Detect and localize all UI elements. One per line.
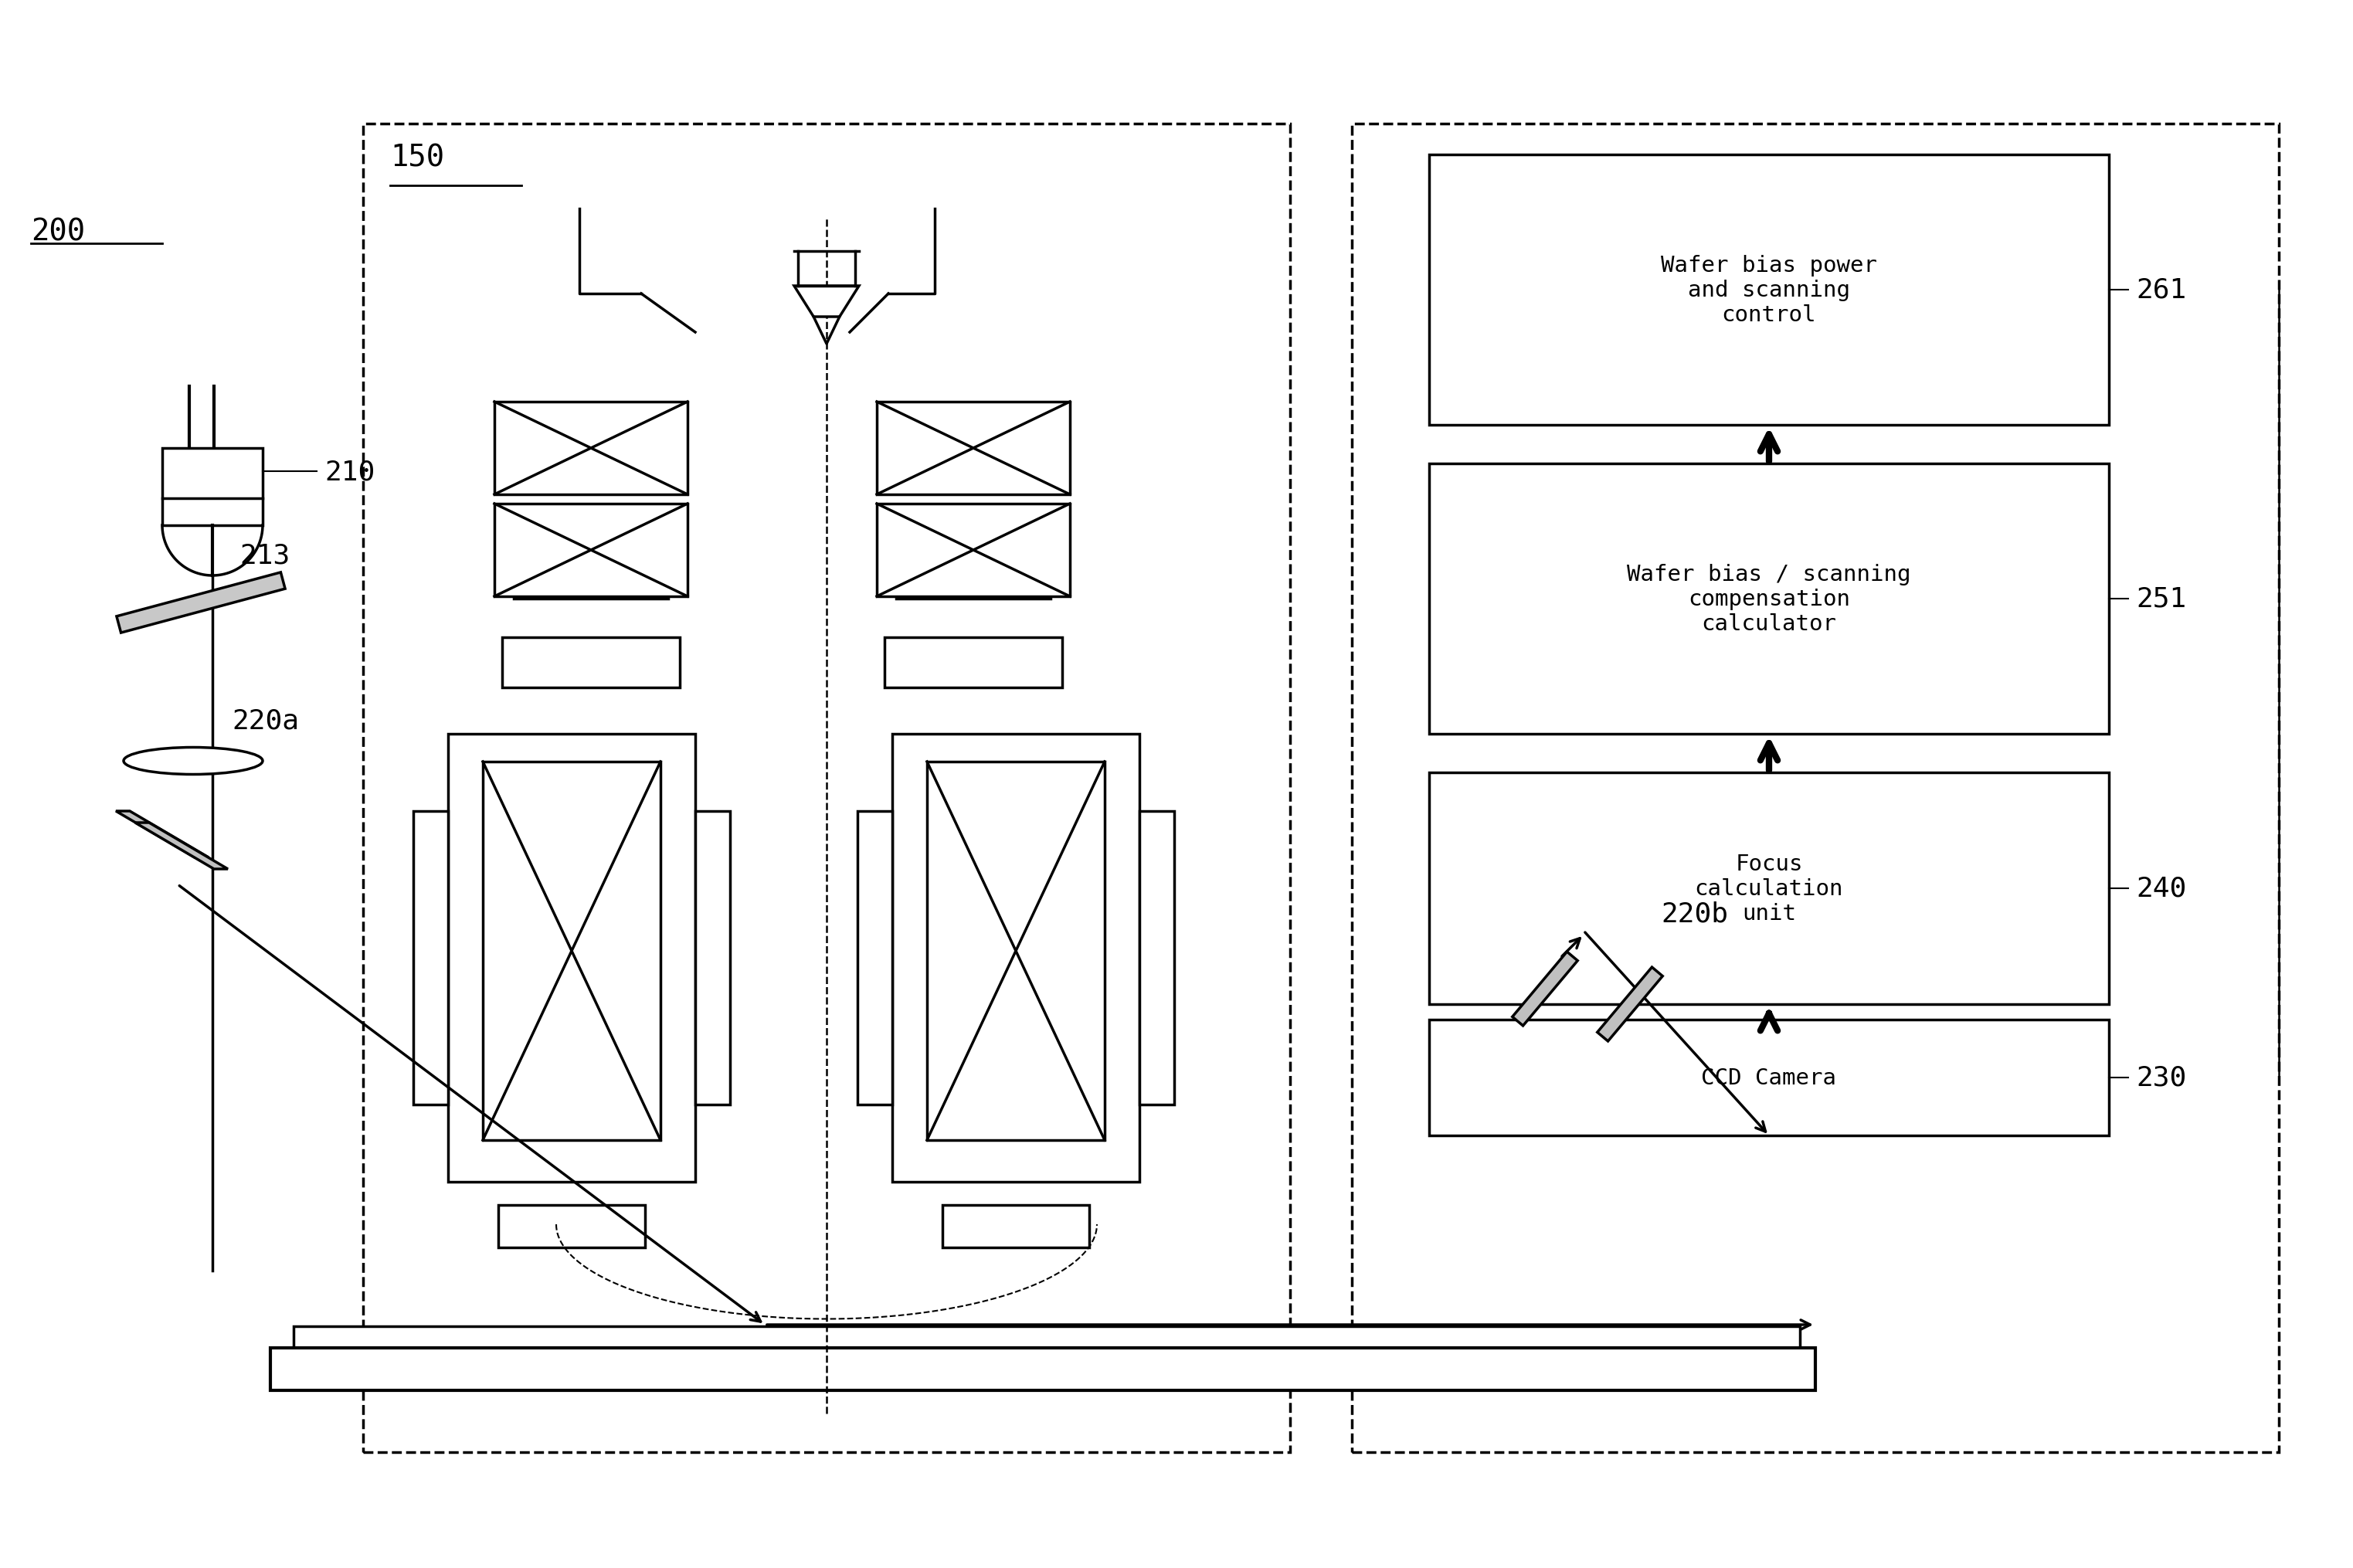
Text: 210: 210	[325, 458, 374, 485]
Polygon shape	[793, 287, 859, 317]
Text: 220b: 220b	[1661, 902, 1727, 927]
Polygon shape	[134, 823, 228, 869]
Text: 230: 230	[2137, 1065, 2186, 1091]
Bar	[447, 734, 694, 1182]
Text: 251: 251	[2137, 586, 2186, 612]
Text: 213: 213	[240, 543, 289, 568]
Bar	[1139, 811, 1174, 1105]
Bar	[896, 561, 1049, 599]
Bar	[501, 638, 680, 688]
Bar	[927, 762, 1104, 1140]
Bar	[1428, 773, 2108, 1005]
Bar	[162, 448, 264, 525]
Bar	[414, 811, 447, 1105]
Bar	[1428, 155, 2108, 425]
Text: 200: 200	[31, 216, 85, 246]
Bar	[856, 811, 892, 1105]
Bar	[944, 1206, 1089, 1248]
Text: 150: 150	[391, 144, 445, 172]
Polygon shape	[115, 811, 209, 858]
Bar	[1428, 1019, 2108, 1135]
Polygon shape	[1598, 967, 1664, 1041]
Bar	[892, 734, 1139, 1182]
Bar	[878, 403, 1071, 495]
Bar	[271, 1348, 1817, 1391]
Bar	[878, 505, 1071, 597]
Bar	[885, 638, 1061, 688]
Bar	[513, 561, 668, 599]
Text: 220a: 220a	[231, 709, 299, 734]
Bar	[362, 124, 1289, 1452]
Bar	[494, 403, 687, 495]
Text: 240: 240	[2137, 875, 2186, 902]
Bar	[1353, 124, 2278, 1452]
Text: Wafer bias power
and scanning
control: Wafer bias power and scanning control	[1661, 254, 1878, 326]
Ellipse shape	[125, 748, 264, 775]
Bar	[494, 505, 687, 597]
Polygon shape	[118, 572, 285, 633]
Text: Wafer bias / scanning
compensation
calculator: Wafer bias / scanning compensation calcu…	[1626, 563, 1911, 635]
Bar	[694, 811, 729, 1105]
Bar	[482, 762, 661, 1140]
Bar	[1428, 464, 2108, 734]
Text: Focus
calculation
unit: Focus calculation unit	[1694, 853, 1842, 925]
Text: 261: 261	[2137, 278, 2186, 304]
Polygon shape	[1513, 952, 1577, 1025]
Text: CCD Camera: CCD Camera	[1701, 1066, 1838, 1088]
Bar	[499, 1206, 645, 1248]
Bar	[294, 1327, 1800, 1348]
